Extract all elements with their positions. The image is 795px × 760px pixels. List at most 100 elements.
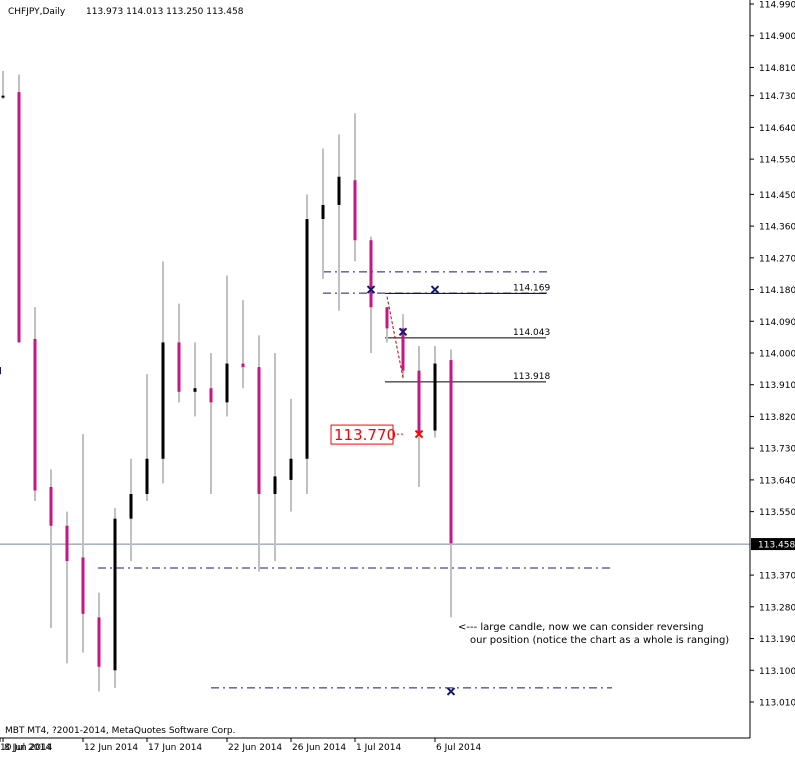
- price-tick-label: 113.010: [759, 699, 795, 709]
- candle: [129, 458, 133, 561]
- symbol-label: CHFJPY,Daily: [8, 7, 66, 17]
- ohlc-label: 113.973 114.013 113.250 113.458: [86, 7, 244, 17]
- candle: [305, 194, 309, 495]
- bull-candle-body: [225, 363, 229, 403]
- bear-candle-body: [177, 342, 181, 392]
- price-tick-label: 114.640: [759, 124, 795, 134]
- bear-candle-body: [97, 617, 101, 667]
- candle: [113, 508, 117, 688]
- price-tick-label: 114.550: [759, 156, 795, 166]
- price-tick-label: 114.990: [759, 1, 795, 11]
- candle: [177, 303, 181, 403]
- bear-candle-body: [353, 180, 357, 241]
- price-tick-label: 113.100: [759, 667, 795, 677]
- candle: [97, 592, 101, 692]
- candle: [241, 300, 245, 389]
- price-tick-label: 113.730: [759, 445, 795, 455]
- candle: [449, 349, 453, 618]
- time-tick-label: 17 Jun 2014: [148, 743, 202, 753]
- price-axis: 114.990 114.900 114.810 114.730 114.640 114.5…: [750, 1, 795, 709]
- price-tick-label: 114.450: [759, 191, 795, 201]
- bull-candle-body: [337, 176, 341, 205]
- bear-candle-body: [417, 370, 421, 435]
- cross-stroke: [366, 285, 376, 294]
- price-tick-label: 114.270: [759, 254, 795, 264]
- bear-candle-body: [241, 363, 245, 368]
- bull-candle-body: [193, 388, 197, 392]
- price-tick-label: 114.900: [759, 32, 795, 42]
- time-tick-label: 10 Jul 2014: [0, 743, 51, 753]
- price-tick-label: 113.550: [759, 508, 795, 518]
- annotation-line-2: our position (notice the chart as a whol…: [470, 635, 729, 646]
- bull-candle-body: [273, 476, 277, 495]
- bear-candle-body: [65, 525, 69, 561]
- cross-marker-icon: [430, 285, 440, 294]
- time-axis: 8 Jun 2014 12 Jun 2014 17 Jun 2014 22 Jun 2…: [0, 738, 481, 753]
- entry-label: 113.770: [334, 426, 396, 444]
- price-tick-label: 114.180: [759, 286, 795, 296]
- bear-candle-body: [449, 360, 453, 544]
- price-tick-label: 113.190: [759, 635, 795, 645]
- bear-candle-body: [385, 307, 389, 329]
- price-tick-label: 113.910: [759, 381, 795, 391]
- bear-candle-body: [17, 92, 21, 343]
- cross-marker-icon: [414, 429, 424, 439]
- candle: [193, 342, 197, 417]
- candle: [417, 345, 421, 487]
- cross-stroke: [414, 429, 424, 439]
- candle: [353, 113, 357, 262]
- candle: [225, 275, 229, 417]
- bull-candle-body: [113, 518, 117, 671]
- bear-candle-body: [257, 367, 261, 495]
- candle: [209, 353, 213, 495]
- bull-candle-body: [129, 494, 133, 519]
- current-price-badge: [751, 538, 795, 551]
- horizontal-levels: 114.169 114.043 113.918: [0, 283, 750, 545]
- trend-line: [386, 296, 404, 378]
- bull-candle-body: [305, 219, 309, 459]
- bull-candle-body: [433, 363, 437, 431]
- candle: [65, 511, 69, 664]
- candle: [145, 374, 149, 502]
- bull-candle-body: [161, 342, 165, 459]
- candle: [433, 345, 437, 438]
- cross-stroke: [446, 687, 456, 696]
- bear-candle-body: [33, 338, 37, 491]
- price-tick-label: 114.090: [759, 318, 795, 328]
- bear-candle-body: [369, 240, 373, 308]
- level-label: 113.918: [513, 372, 550, 382]
- cross-marker-icon: [398, 327, 408, 337]
- markers: 113.770: [0, 285, 456, 696]
- level-label: 114.169: [513, 283, 550, 293]
- cross-stroke: [430, 285, 440, 294]
- candle: [17, 74, 21, 343]
- time-tick-label: 22 Jun 2014: [228, 743, 282, 753]
- candle: [161, 261, 165, 484]
- bear-candle-body: [401, 328, 405, 371]
- bull-candle-body: [145, 458, 149, 495]
- time-tick-label: 1 Jul 2014: [356, 743, 401, 753]
- copyright-label: MBT MT4, ?2001-2014, MetaQuotes Software…: [5, 726, 235, 736]
- candle: [273, 353, 277, 561]
- time-tick-label: 8 Jun 2014: [4, 743, 53, 753]
- candle: [289, 398, 293, 512]
- bear-candle-body: [49, 486, 53, 526]
- candle: [33, 307, 37, 502]
- candle: [369, 236, 373, 353]
- price-tick-label: 114.810: [759, 64, 795, 74]
- candle: [81, 434, 85, 653]
- price-tick-label: 114.730: [759, 92, 795, 102]
- price-tick-label: 114.000: [759, 350, 795, 360]
- price-tick-label: 114.360: [759, 223, 795, 233]
- price-tick-label: 113.280: [759, 603, 795, 613]
- price-tick-label: 113.370: [759, 572, 795, 582]
- price-tick-label: 113.820: [759, 413, 795, 423]
- current-price-label: 113.458: [758, 541, 795, 551]
- candles: [1, 70, 453, 692]
- cross-marker-icon: [446, 687, 456, 696]
- time-tick-label: 26 Jun 2014: [292, 743, 346, 753]
- bull-candle-body: [321, 204, 325, 220]
